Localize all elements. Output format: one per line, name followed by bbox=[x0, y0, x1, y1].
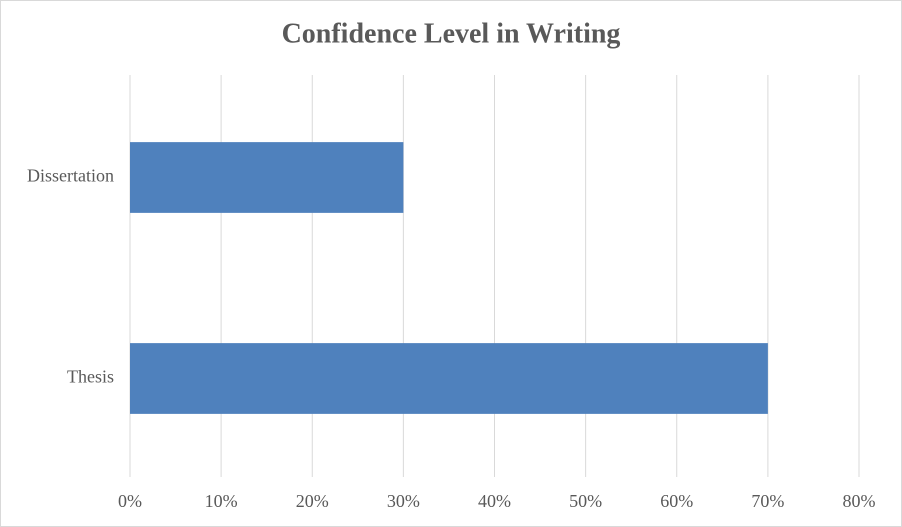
x-tick-label: 30% bbox=[387, 491, 420, 511]
x-tick-label: 60% bbox=[660, 491, 693, 511]
chart-title: Confidence Level in Writing bbox=[282, 18, 621, 49]
y-tick-label: Dissertation bbox=[27, 166, 114, 186]
y-tick-label: Thesis bbox=[67, 367, 114, 387]
bar bbox=[130, 343, 768, 414]
bar bbox=[130, 142, 404, 213]
x-tick-label: 80% bbox=[843, 491, 876, 511]
x-tick-label: 10% bbox=[205, 491, 238, 511]
x-tick-label: 40% bbox=[478, 491, 511, 511]
x-tick-label: 50% bbox=[569, 491, 602, 511]
x-tick-label: 70% bbox=[751, 491, 784, 511]
x-tick-label: 20% bbox=[296, 491, 329, 511]
x-tick-label: 0% bbox=[118, 491, 142, 511]
